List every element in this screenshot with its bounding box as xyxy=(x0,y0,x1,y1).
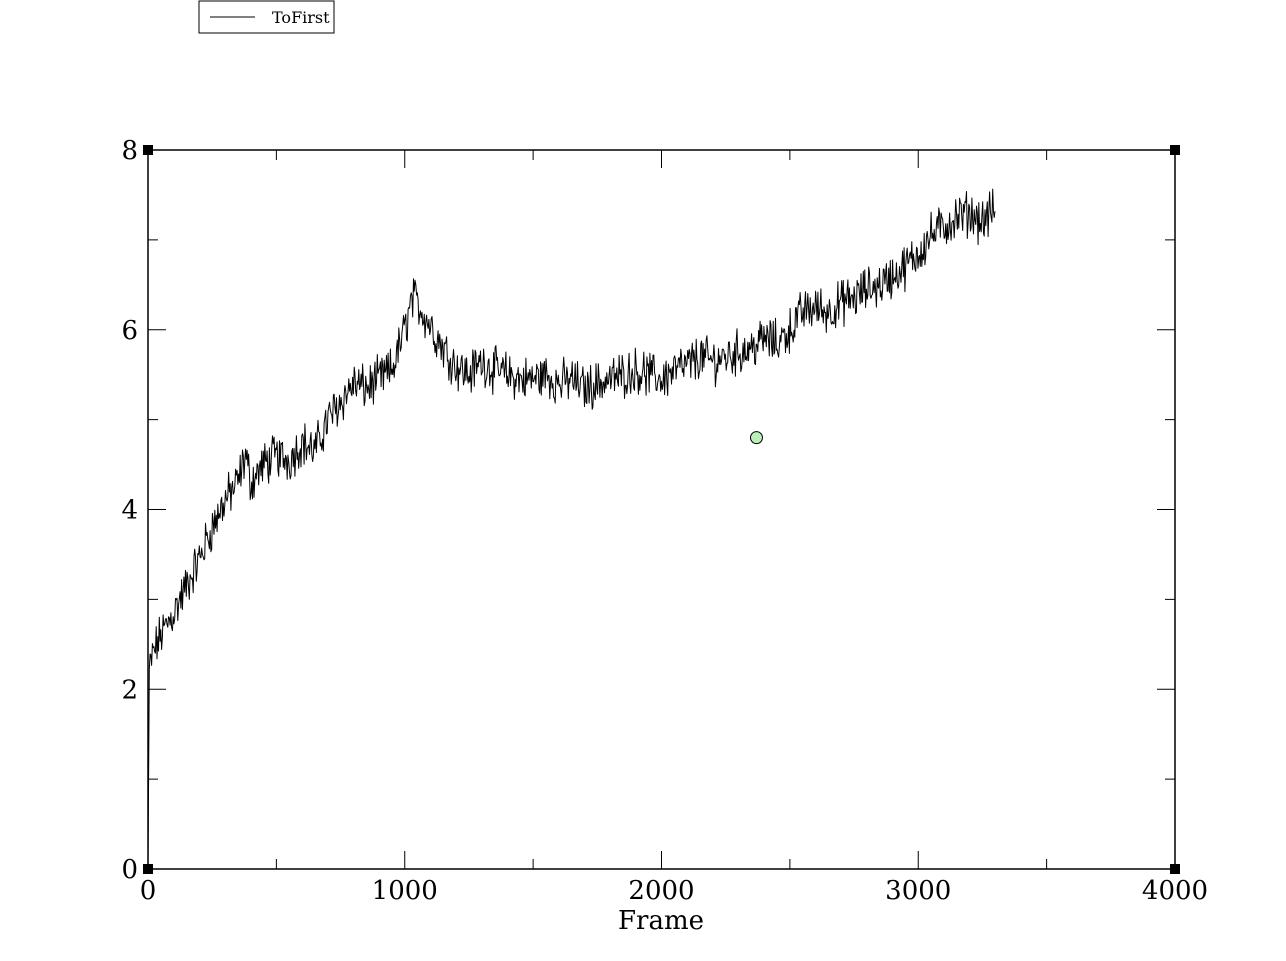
x-tick-label: 0 xyxy=(140,876,157,906)
series-group xyxy=(147,188,996,870)
x-axis-title: Frame xyxy=(618,906,704,936)
legend-label: ToFirst xyxy=(272,8,330,27)
x-tick-label: 3000 xyxy=(885,876,951,906)
y-tick-label: 0 xyxy=(121,855,138,885)
marker-point[interactable] xyxy=(749,431,763,445)
y-tick-label: 8 xyxy=(121,136,138,166)
legend: ToFirst xyxy=(198,0,335,34)
axis-ticks xyxy=(147,149,1176,870)
y-tick-labels: 0 2 4 6 8 xyxy=(121,136,138,885)
annotation-group xyxy=(749,431,763,445)
x-tick-label: 1000 xyxy=(372,876,438,906)
y-tick-label: 2 xyxy=(121,675,138,705)
y-tick-label: 6 xyxy=(121,316,138,346)
x-tick-labels: 0 1000 2000 3000 4000 xyxy=(140,876,1208,906)
x-tick-label: 2000 xyxy=(628,876,694,906)
series-line xyxy=(147,188,996,870)
x-tick-label: 4000 xyxy=(1142,876,1208,906)
y-tick-label: 4 xyxy=(121,496,138,526)
